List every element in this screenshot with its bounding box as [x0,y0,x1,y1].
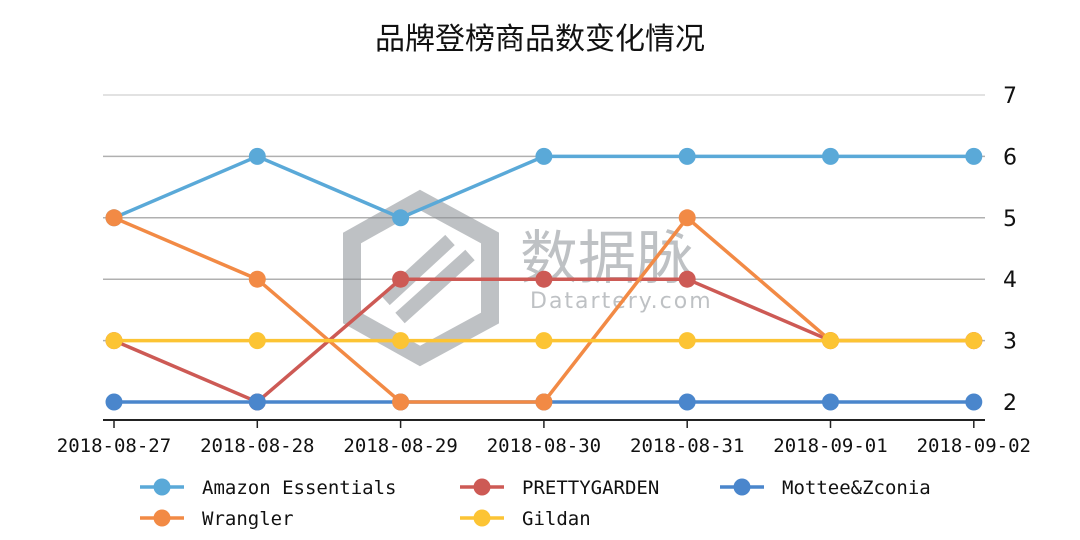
x-tick-label: 2018-08-31 [630,435,744,457]
data-point [678,332,696,350]
data-point [248,393,266,411]
x-tick-label: 2018-08-30 [487,435,601,457]
data-point [105,209,123,227]
x-tick-label: 2018-09-01 [773,435,887,457]
data-point [535,270,553,288]
y-tick-label: 6 [1003,145,1017,170]
data-point [678,209,696,227]
legend-marker [473,509,491,527]
data-point [965,393,983,411]
x-tick-label: 2018-08-28 [200,435,314,457]
series-line [113,154,974,220]
data-point [965,147,983,165]
legend-marker [473,478,491,496]
legend-item: Mottee&Zconia [720,477,931,499]
legend-item: Gildan [460,508,591,530]
data-point [822,393,839,411]
legend-item: Amazon Essentials [140,477,396,499]
data-point [392,393,410,411]
y-tick-label: 7 [1003,84,1017,109]
data-point [535,147,553,165]
data-point [248,332,266,350]
legend-label: Amazon Essentials [202,477,396,499]
data-point [392,209,410,227]
data-point [248,270,266,288]
data-point [535,393,553,411]
legend-label: Wrangler [202,508,294,530]
data-point [392,270,410,288]
data-point [678,270,696,288]
chart-title: 品牌登榜商品数变化情况 [375,22,705,57]
data-point [535,332,553,350]
data-point [678,393,696,411]
data-point [965,332,983,350]
data-point [822,147,839,165]
watermark-hexagon-icon [343,189,499,367]
y-tick-label: 5 [1003,207,1017,232]
data-point [678,147,696,165]
legend-item: Wrangler [140,508,294,530]
legend-marker [733,478,751,496]
legend-marker [153,478,171,496]
legend-item: PRETTYGARDEN [460,477,659,499]
x-tick-label: 2018-09-02 [917,435,1031,457]
data-point [392,332,410,350]
y-tick-label: 3 [1003,330,1017,355]
legend-label: Gildan [522,508,591,530]
legend-label: PRETTYGARDEN [522,477,659,499]
y-tick-label: 4 [1003,268,1017,293]
data-point [105,393,123,411]
watermark-stripes-icon [380,234,475,324]
series-gildan [105,332,983,350]
x-tick-label: 2018-08-29 [343,435,457,457]
series-amazon-essentials [105,147,983,227]
legend-label: Mottee&Zconia [782,477,931,499]
y-tick-label: 2 [1003,391,1017,416]
data-point [248,147,266,165]
data-point [105,332,123,350]
data-point [822,332,839,350]
x-tick-label: 2018-08-27 [57,435,171,457]
legend-marker [153,509,171,527]
